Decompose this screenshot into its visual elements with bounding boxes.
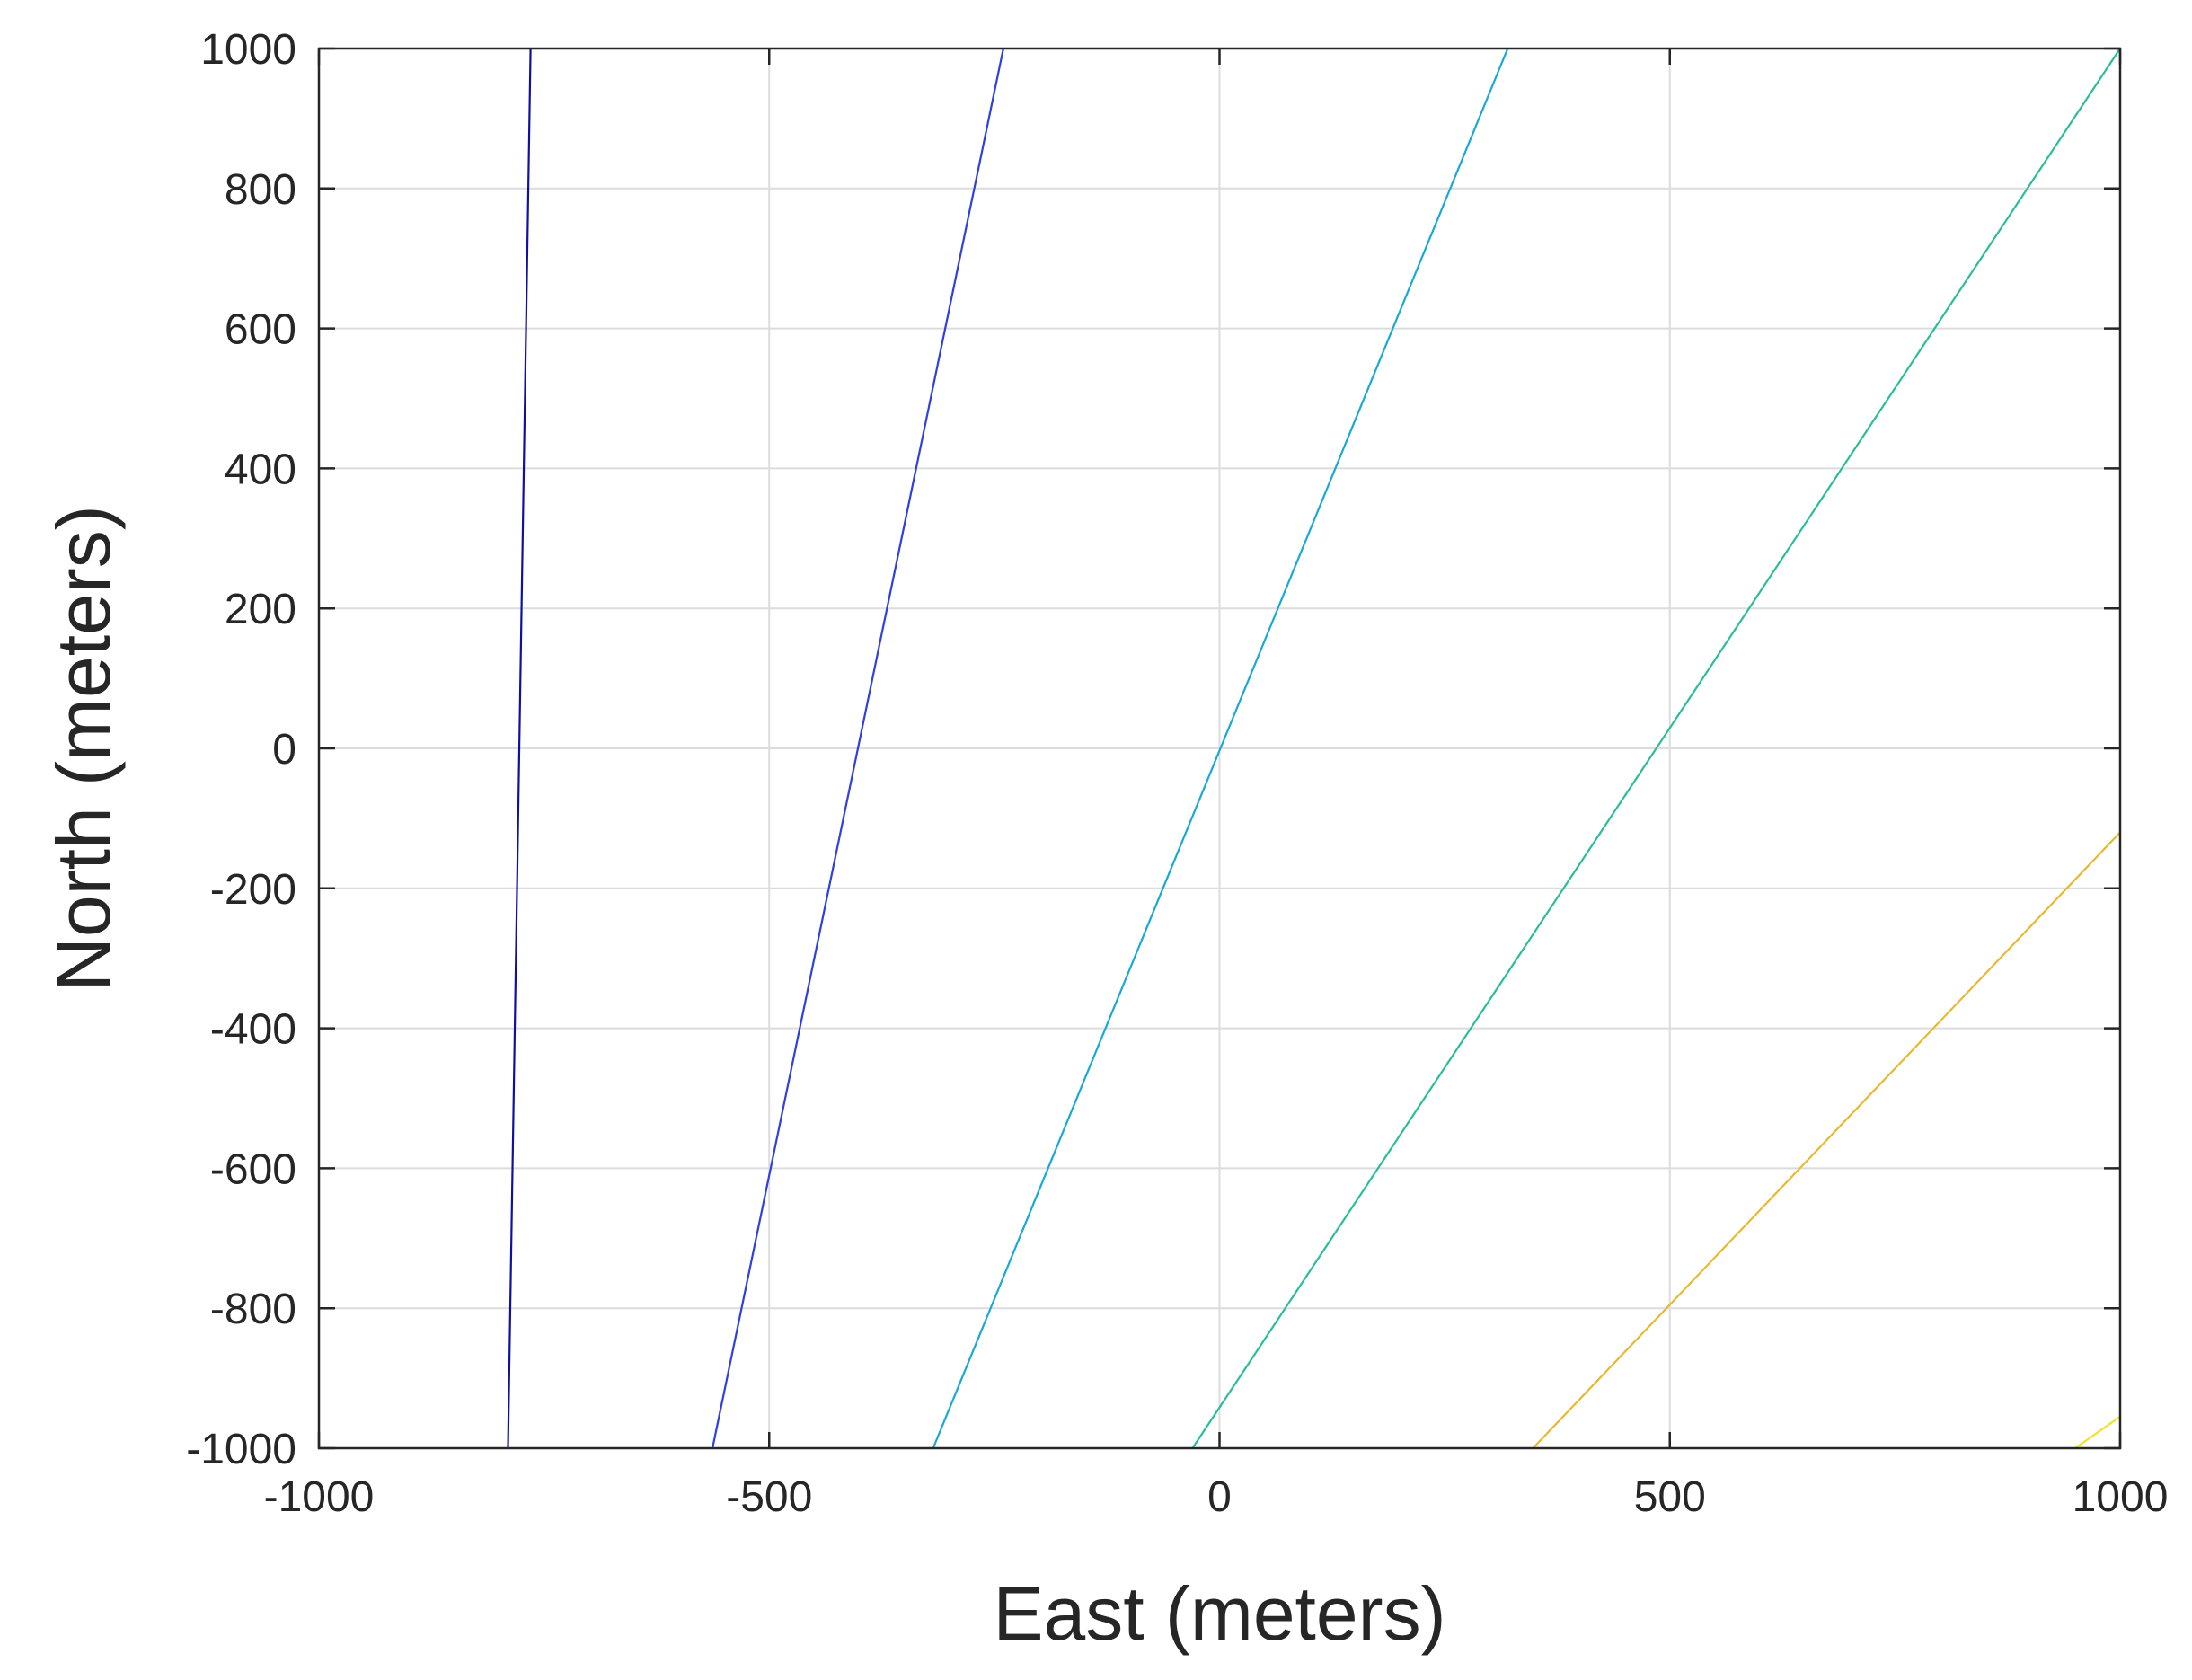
ticks xyxy=(317,47,2122,1450)
y-tick-label: -600 xyxy=(210,1145,296,1193)
series-line-2 xyxy=(712,48,1004,1449)
x-tick-label: -500 xyxy=(726,1473,812,1521)
x-tick-label: -1000 xyxy=(264,1473,375,1521)
y-tick-label: -200 xyxy=(210,866,296,914)
series-group xyxy=(507,48,2121,1449)
x-tick-label: 0 xyxy=(1207,1473,1232,1521)
y-tick-label: 0 xyxy=(272,726,296,774)
y-tick-label: 800 xyxy=(225,166,296,214)
y-tick-label: 200 xyxy=(225,586,296,633)
y-axis-label: North (meters) xyxy=(41,505,126,991)
y-tick-label: 1000 xyxy=(200,26,296,74)
y-tick-label: -400 xyxy=(210,1006,296,1054)
series-line-6 xyxy=(2074,1415,2121,1449)
series-line-4 xyxy=(1191,48,2121,1449)
y-tick-label: -1000 xyxy=(186,1426,296,1473)
series-line-3 xyxy=(932,48,1509,1449)
series-line-1 xyxy=(507,48,532,1449)
x-tick-label: 1000 xyxy=(2073,1473,2169,1521)
series-line-5 xyxy=(1532,831,2121,1449)
y-tick-label: 600 xyxy=(225,306,296,354)
x-tick-label: 500 xyxy=(1634,1473,1706,1521)
y-tick-label: 400 xyxy=(225,446,296,493)
x-axis-label: East (meters) xyxy=(993,1571,1445,1656)
tick-labels: -1000 -500 0 500 1000 -1000 -800 -600 -400 -200 0 2… xyxy=(186,26,2168,1521)
y-tick-label: -800 xyxy=(210,1286,296,1333)
